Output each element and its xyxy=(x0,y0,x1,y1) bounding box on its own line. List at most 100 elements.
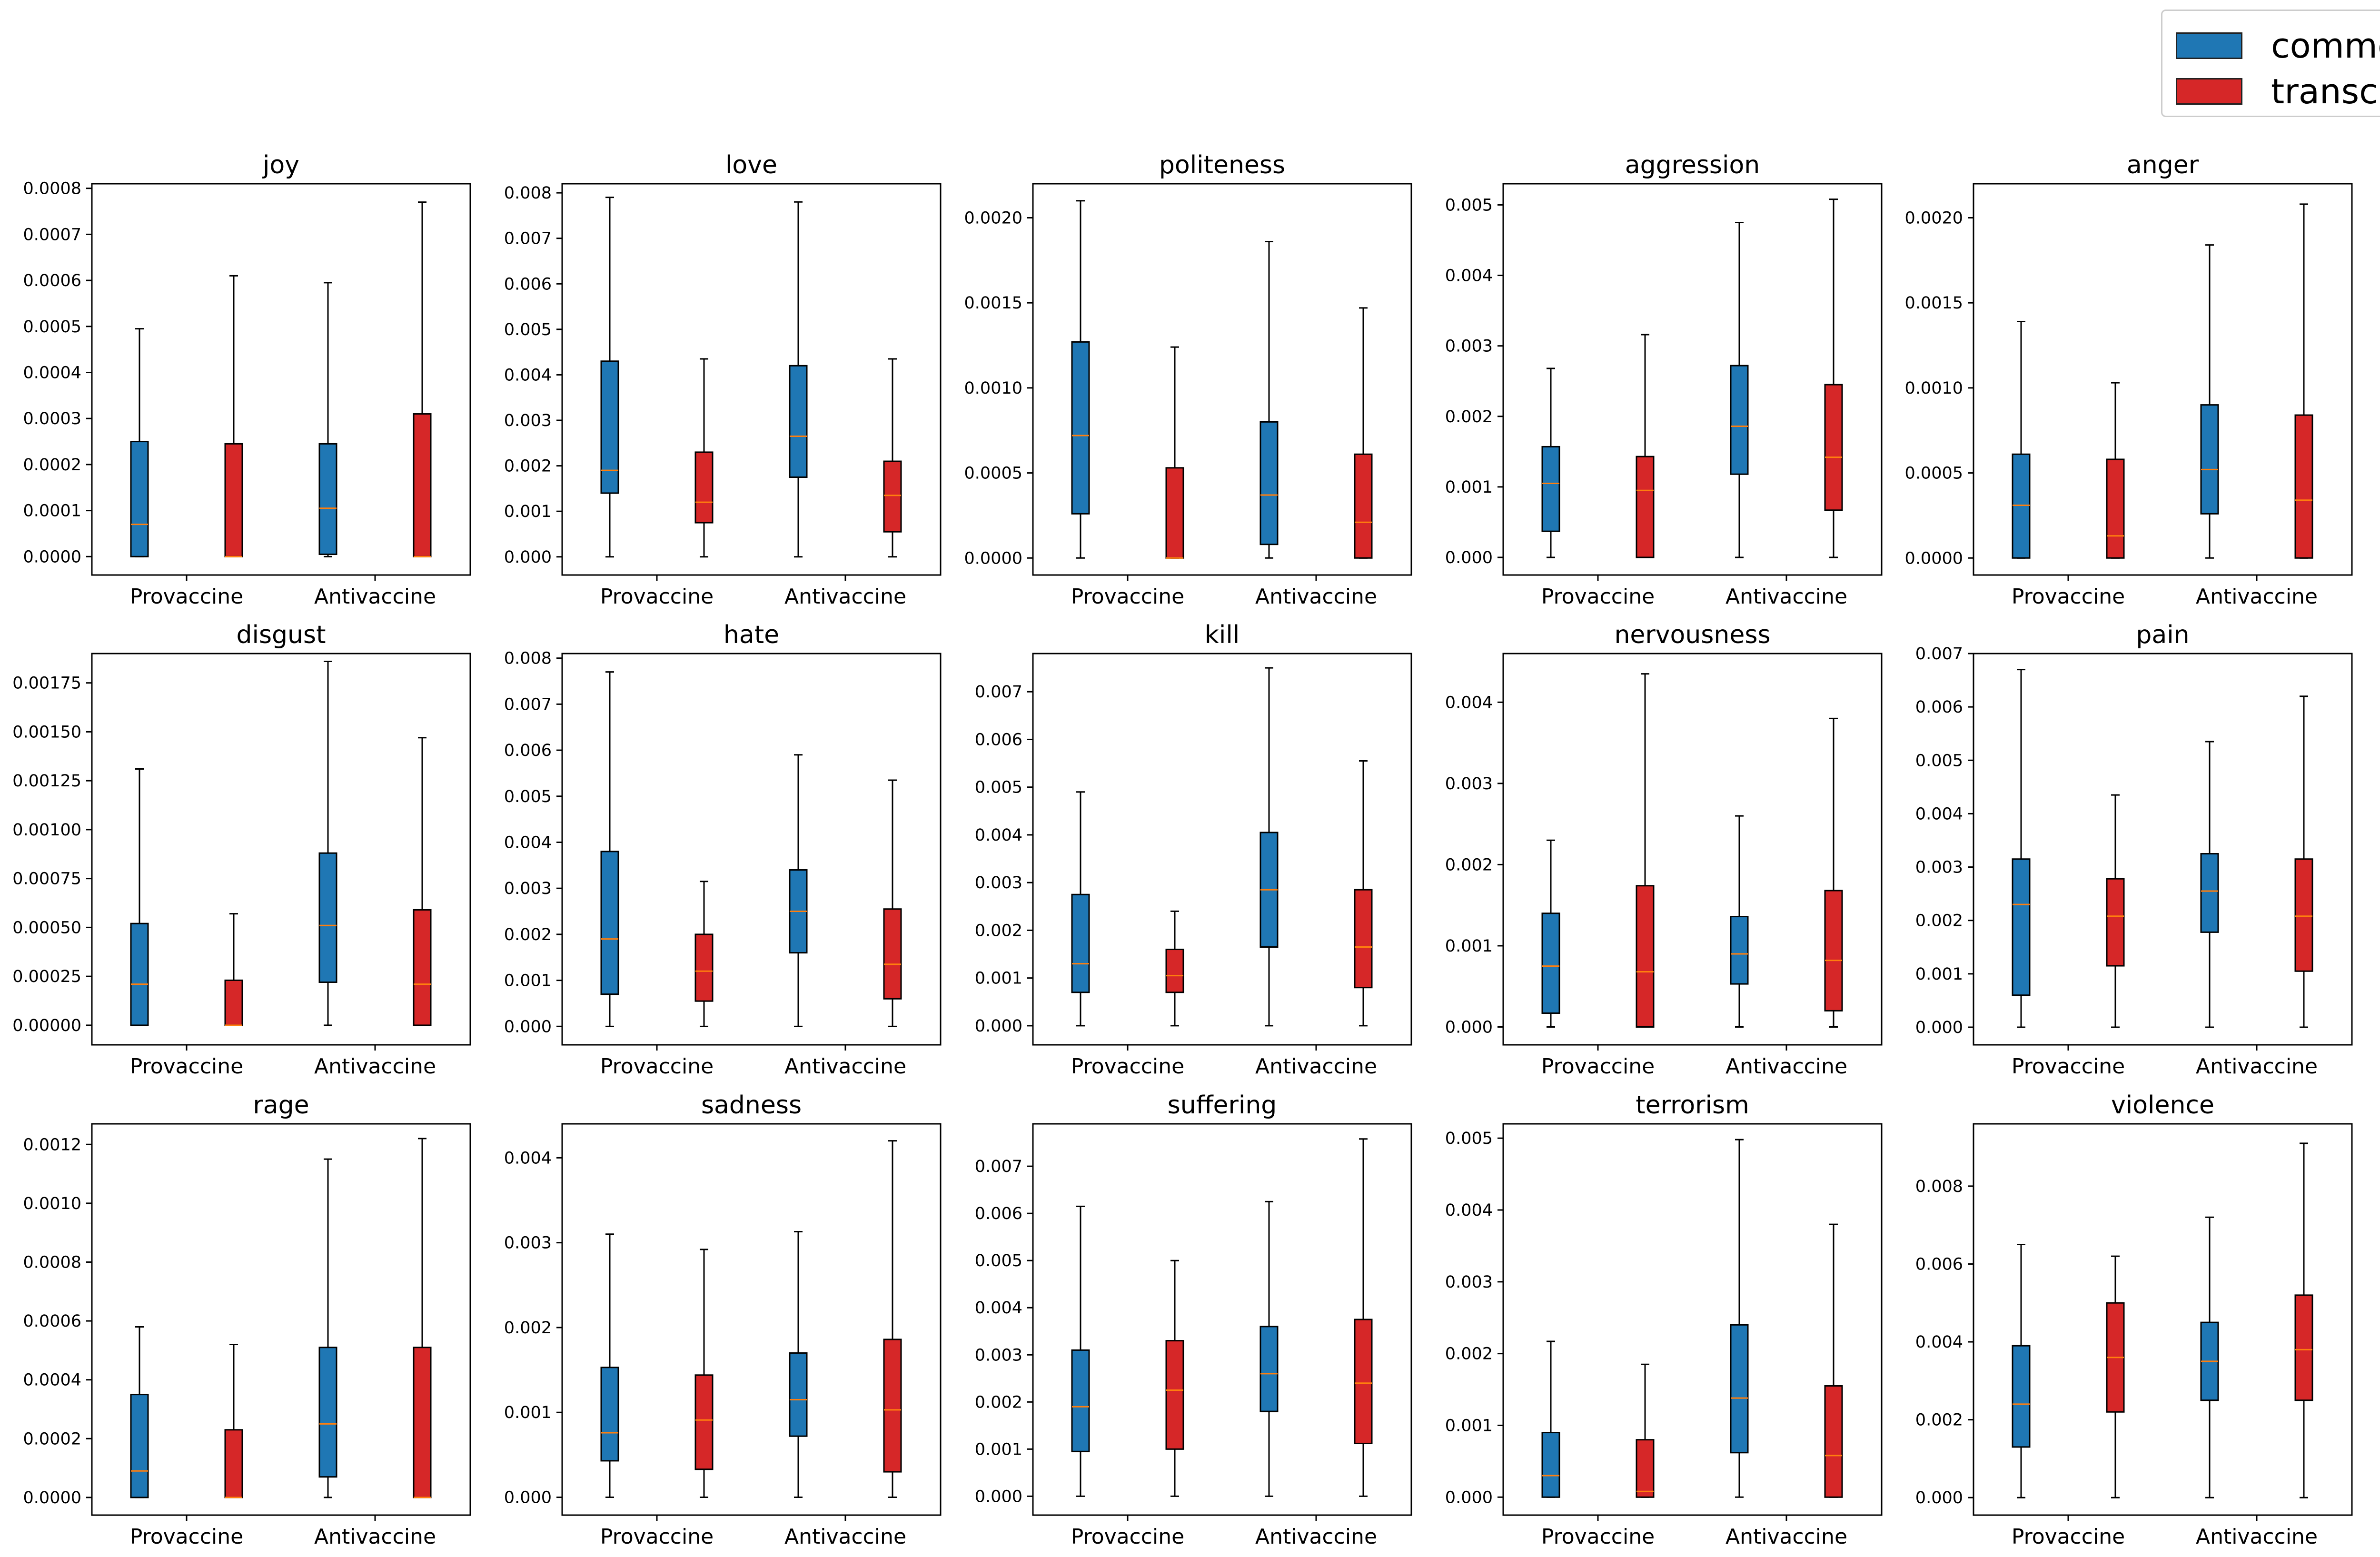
x-tick-label: Provaccine xyxy=(2012,1054,2125,1079)
y-tick-label: 0.000 xyxy=(1915,1018,1963,1037)
panel-disgust: disgust 0.00000 0.00025 0.00050 0.00075 0.001… xyxy=(12,621,471,1079)
x-tick-label: Antivaccine xyxy=(2196,585,2318,609)
y-tick-label: 0.003 xyxy=(1445,774,1493,793)
y-tick-label: 0.007 xyxy=(975,683,1022,702)
box-body xyxy=(883,460,902,533)
axes-frame xyxy=(561,1123,942,1516)
x-tick-label: Provaccine xyxy=(130,585,243,609)
box-body xyxy=(789,1352,808,1437)
panel-aggression: aggression 0.000 0.001 0.002 0.003 0.004 0.005… xyxy=(1445,151,1883,609)
box-body xyxy=(1730,1324,1749,1454)
box-body xyxy=(2200,853,2219,933)
y-tick-label: 0.003 xyxy=(975,1346,1022,1365)
box-transcript-provaccine xyxy=(694,881,714,1027)
legend-item-transcript: transcript xyxy=(2162,70,2380,113)
box-comments-provaccine xyxy=(2012,669,2031,1028)
panel-hate: hate 0.000 0.001 0.002 0.003 0.004 0.005 0.006 0… xyxy=(504,621,942,1079)
y-tick-label: 0.0005 xyxy=(23,317,81,337)
y-tick-label: 0.004 xyxy=(504,1149,552,1168)
legend-label-comments: comments xyxy=(2271,26,2380,66)
x-tick-label: Provaccine xyxy=(130,1054,243,1079)
box-comments-provaccine xyxy=(1541,367,1560,558)
box-comments-antivaccine xyxy=(1730,815,1749,1028)
axes-frame xyxy=(1032,1123,1412,1516)
y-tick-label: 0.00100 xyxy=(12,821,81,840)
panel-joy: joy 0.0000 0.0001 0.0002 0.0003 0.0004 0.0005 0… xyxy=(23,151,471,609)
box-transcript-antivaccine xyxy=(2294,1142,2313,1498)
y-tick-label: 0.004 xyxy=(975,1299,1022,1318)
y-tick-label: 0.004 xyxy=(975,826,1022,845)
box-comments-antivaccine xyxy=(789,754,808,1027)
y-tick-label: 0.001 xyxy=(1445,937,1493,956)
axes-frame xyxy=(1032,653,1412,1046)
box-body xyxy=(2012,453,2031,559)
y-tick-label: 0.003 xyxy=(975,873,1022,893)
y-tick-label: 0.0008 xyxy=(23,179,81,198)
y-tick-label: 0.005 xyxy=(1445,1129,1493,1148)
axes-frame xyxy=(561,183,942,576)
y-tick-label: 0.0015 xyxy=(1905,294,1963,313)
x-tick-label: Antivaccine xyxy=(1255,1054,1377,1079)
box-comments-provaccine xyxy=(1541,839,1560,1028)
x-tick-label: Antivaccine xyxy=(784,1525,906,1549)
panel-anger: anger 0.0000 0.0005 0.0010 0.0015 0.0020 Prova… xyxy=(1905,151,2353,609)
y-tick-label: 0.0015 xyxy=(964,294,1022,313)
y-tick-label: 0.007 xyxy=(504,229,552,248)
box-transcript-provaccine xyxy=(1636,334,1655,558)
box-body xyxy=(1354,889,1373,989)
box-transcript-antivaccine xyxy=(1824,717,1843,1028)
box-comments-provaccine xyxy=(130,768,149,1026)
box-body xyxy=(1636,456,1655,558)
box-body xyxy=(1824,890,1843,1012)
panel-title: aggression xyxy=(1625,151,1760,179)
y-tick-label: 0.002 xyxy=(1915,1411,1963,1430)
panel-title: anger xyxy=(2127,151,2199,179)
box-body xyxy=(2012,858,2031,996)
box-transcript-antivaccine xyxy=(413,1138,432,1498)
box-body xyxy=(224,979,243,1026)
y-tick-label: 0.001 xyxy=(1445,1416,1493,1435)
panel-politeness: politeness 0.0000 0.0005 0.0010 0.0015 0.0020… xyxy=(964,151,1412,609)
box-transcript-antivaccine xyxy=(1824,198,1843,558)
panel-pain: pain 0.000 0.001 0.002 0.003 0.004 0.005 0.006 0… xyxy=(1915,621,2353,1079)
y-tick-label: 0.000 xyxy=(975,1487,1022,1506)
legend-swatch-transcript xyxy=(2176,78,2242,105)
y-tick-label: 0.0006 xyxy=(23,271,81,290)
x-tick-label: Provaccine xyxy=(1541,1054,1655,1079)
y-tick-label: 0.006 xyxy=(975,730,1022,749)
box-body xyxy=(1824,384,1843,511)
panel-sadness: sadness 0.000 0.001 0.002 0.003 0.004 Provacci… xyxy=(504,1091,942,1549)
y-tick-label: 0.003 xyxy=(504,1234,552,1253)
x-tick-label: Antivaccine xyxy=(314,585,436,609)
y-tick-label: 0.0004 xyxy=(23,1371,81,1390)
legend-item-comments: comments xyxy=(2162,24,2380,67)
box-body xyxy=(413,1347,432,1498)
x-tick-label: Provaccine xyxy=(1071,585,1184,609)
y-tick-label: 0.001 xyxy=(975,1440,1022,1459)
x-tick-label: Provaccine xyxy=(2012,585,2125,609)
y-tick-label: 0.0002 xyxy=(23,456,81,475)
y-tick-label: 0.0005 xyxy=(964,464,1022,483)
y-tick-label: 0.006 xyxy=(1915,698,1963,717)
y-tick-label: 0.002 xyxy=(1445,855,1493,874)
panel-terrorism: terrorism 0.000 0.001 0.002 0.003 0.004 0.005 P… xyxy=(1445,1091,1883,1549)
box-body xyxy=(224,1429,243,1498)
box-body xyxy=(1259,1326,1279,1412)
box-comments-antivaccine xyxy=(1259,1200,1279,1497)
y-tick-label: 0.0003 xyxy=(23,409,81,428)
x-tick-label: Antivaccine xyxy=(784,1054,906,1079)
x-tick-label: Provaccine xyxy=(130,1525,243,1549)
x-tick-label: Provaccine xyxy=(600,1054,714,1079)
x-tick-label: Antivaccine xyxy=(1255,585,1377,609)
box-transcript-antivaccine xyxy=(413,201,432,557)
box-comments-provaccine xyxy=(130,328,149,557)
axes-frame xyxy=(1502,183,1883,576)
box-transcript-provaccine xyxy=(2106,1255,2125,1498)
y-tick-label: 0.007 xyxy=(1915,645,1963,664)
y-tick-label: 0.002 xyxy=(504,457,552,476)
y-tick-label: 0.0005 xyxy=(1905,464,1963,483)
box-transcript-antivaccine xyxy=(883,1140,902,1498)
y-tick-label: 0.00050 xyxy=(12,918,81,937)
y-tick-label: 0.001 xyxy=(975,969,1022,988)
